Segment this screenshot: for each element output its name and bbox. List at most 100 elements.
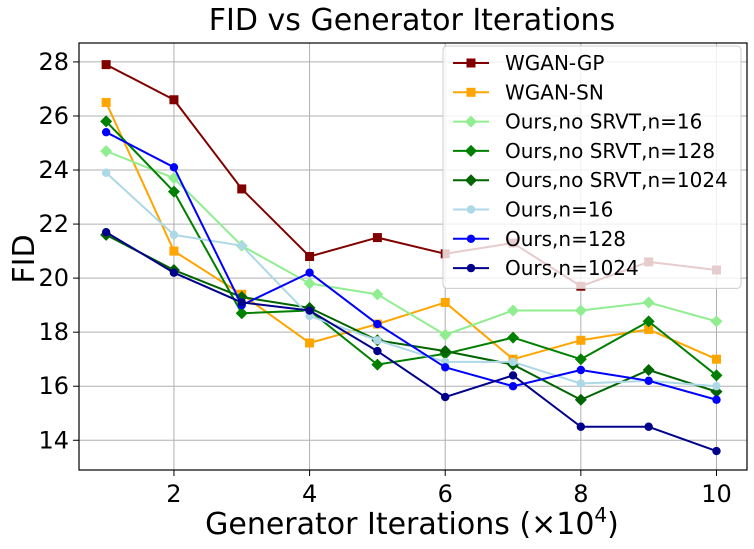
x-tick-label: 6 (438, 480, 453, 508)
y-axis-label: FID (7, 234, 42, 283)
legend-label: WGAN-GP (505, 51, 604, 75)
series-line (105, 231, 717, 453)
legend-label: Ours,no SRVT,n=16 (505, 110, 702, 134)
x-tick-label: 4 (302, 480, 317, 508)
legend-item: WGAN-GP (453, 51, 604, 75)
legend-label: Ours,n=1024 (505, 256, 639, 280)
data-point (237, 184, 247, 194)
y-tick-label: 24 (38, 156, 69, 184)
y-tick-label: 18 (38, 318, 69, 346)
data-point (305, 268, 314, 277)
x-tick-label: 8 (573, 480, 588, 508)
series (101, 227, 721, 456)
data-point (305, 252, 315, 261)
y-tick-label: 14 (38, 426, 69, 454)
data-point (576, 379, 586, 388)
y-tick-label: 22 (38, 210, 69, 238)
y-tick-label: 26 (38, 102, 69, 130)
data-point (169, 163, 179, 172)
chart-title: FID vs Generator Iterations (209, 3, 615, 38)
series (101, 168, 721, 391)
x-tick-label: 2 (166, 480, 181, 508)
y-tick-label: 16 (38, 372, 69, 400)
data-point (371, 358, 384, 371)
data-point (101, 227, 111, 237)
x-axis-label: Generator Iterations (×104) (205, 503, 619, 542)
data-point (305, 338, 315, 348)
data-point (235, 307, 248, 320)
data-point (439, 328, 452, 341)
data-point (644, 376, 653, 386)
data-point (101, 127, 111, 137)
plot-frame (78, 42, 748, 471)
legend-item: Ours,n=16 (453, 198, 613, 222)
series-line (105, 150, 717, 336)
data-point (465, 174, 477, 187)
data-point (101, 60, 111, 70)
legend-item: Ours,no SRVT,n=1024 (453, 168, 728, 192)
series-line (105, 102, 717, 361)
data-point (508, 357, 518, 367)
data-point (642, 296, 655, 309)
series-line (105, 171, 717, 388)
data-point (574, 304, 587, 317)
data-point (466, 58, 476, 68)
data-point (373, 346, 382, 356)
data-point (710, 315, 723, 328)
data-point (237, 298, 246, 307)
data-point (574, 393, 587, 406)
data-point (440, 297, 450, 307)
data-point (169, 230, 179, 240)
data-point (466, 87, 476, 97)
legend-item: Ours,no SRVT,n=128 (453, 139, 715, 163)
data-point (576, 335, 586, 345)
data-point (710, 369, 723, 382)
data-point (576, 422, 586, 431)
data-point (303, 277, 316, 290)
data-point (371, 288, 384, 301)
data-point (508, 371, 518, 380)
data-point (169, 246, 179, 256)
legend-box (442, 45, 742, 289)
data-point (100, 145, 113, 158)
data-point (439, 345, 452, 358)
legend: WGAN-GP WGAN-SN Ours,no SRVT,n=16 Ours,no S… (442, 45, 742, 289)
data-point (169, 268, 179, 277)
data-point (574, 353, 587, 366)
data-point (466, 205, 476, 214)
x-axis: 2 4 6 8 10 (166, 470, 732, 508)
y-tick-label: 28 (38, 48, 69, 76)
data-point (441, 363, 450, 372)
data-point (711, 354, 721, 364)
data-point (441, 392, 450, 402)
data-point (644, 324, 654, 334)
data-point (508, 382, 518, 391)
data-point (169, 95, 179, 105)
series-line (105, 120, 718, 377)
data-point (465, 144, 477, 157)
y-tick-label: 20 (38, 264, 69, 292)
data-point (101, 168, 111, 177)
legend-item: WGAN-SN (453, 80, 604, 104)
legend-item: Ours,no SRVT,n=16 (453, 110, 702, 134)
data-point (507, 304, 520, 317)
data-point (466, 263, 476, 273)
data-point (642, 315, 655, 328)
legend-label: WGAN-SN (505, 80, 604, 104)
data-point (576, 365, 586, 375)
data-point (305, 306, 314, 315)
data-point (712, 395, 721, 404)
data-point (372, 233, 382, 243)
legend-label: Ours,n=128 (505, 227, 626, 251)
data-point (712, 382, 721, 391)
data-point (644, 422, 653, 431)
data-point (507, 331, 520, 344)
data-point (101, 97, 111, 107)
legend-label: Ours,n=16 (505, 198, 613, 222)
data-point (167, 185, 180, 198)
series (101, 127, 721, 404)
legend-item: Ours,n=128 (453, 227, 626, 251)
legend-item: Ours,n=1024 (453, 256, 639, 280)
data-point (712, 446, 721, 456)
